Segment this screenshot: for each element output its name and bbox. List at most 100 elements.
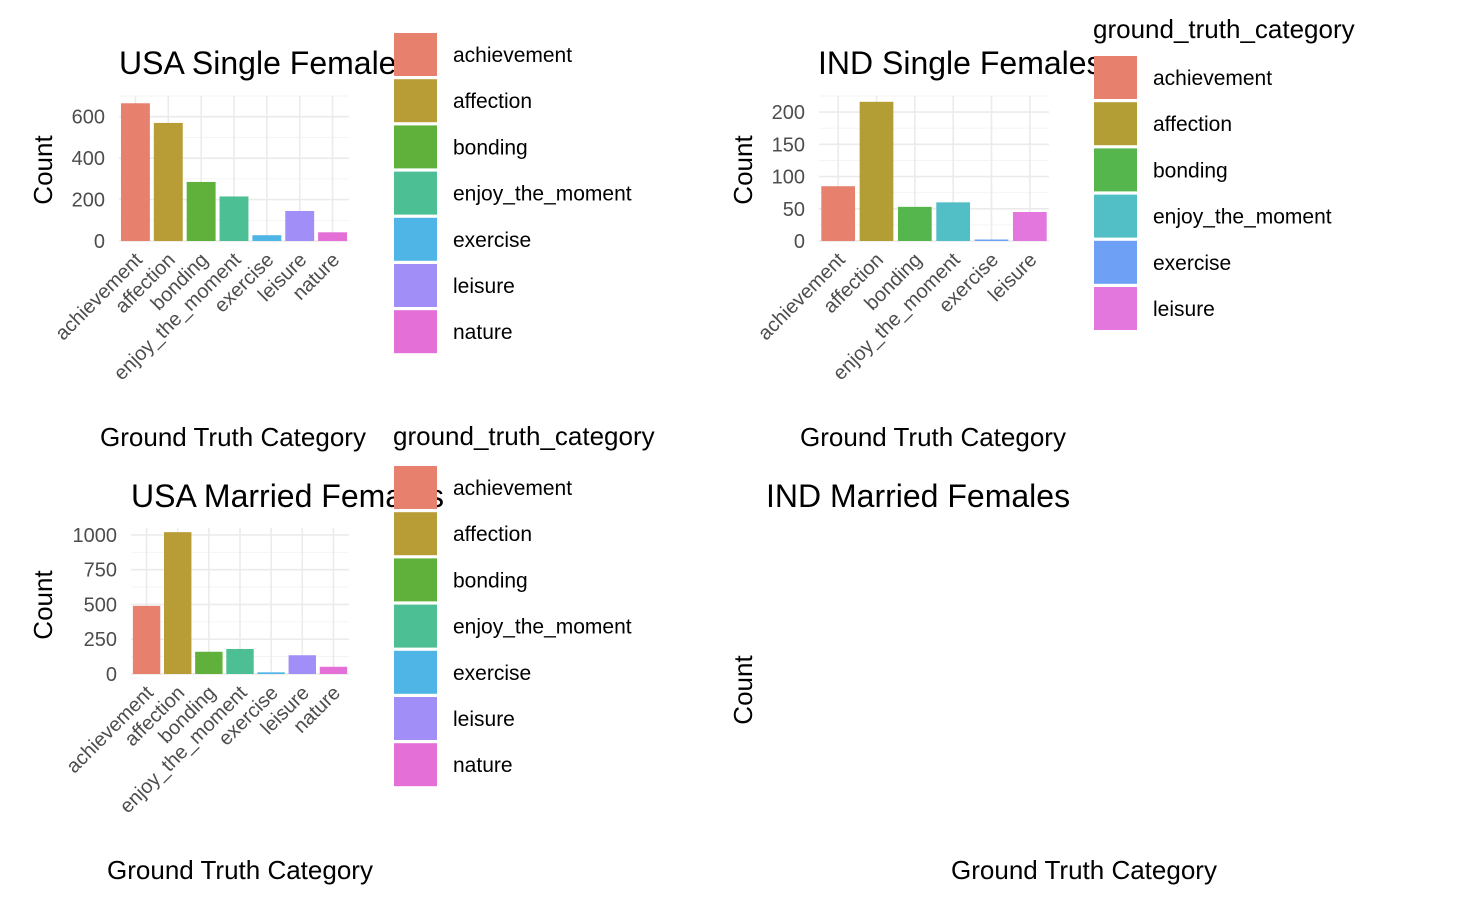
panel-title: IND Married Females xyxy=(766,478,1070,514)
y-tick-label: 100 xyxy=(772,167,805,189)
legend-label: exercise xyxy=(453,229,531,252)
bar-achievement xyxy=(120,103,150,241)
bar-nature xyxy=(319,666,348,674)
y-axis-title: Count xyxy=(728,655,758,725)
legend-title: ground_truth_category xyxy=(1093,14,1355,44)
legend-label: bonding xyxy=(1153,159,1228,182)
legend-key-exercise xyxy=(394,217,437,261)
legend-label: leisure xyxy=(1153,298,1215,321)
bar-enjoy_the_moment xyxy=(226,648,254,674)
bar-achievement xyxy=(132,605,161,674)
legend-key-affection xyxy=(1094,102,1137,146)
y-tick-label: 600 xyxy=(72,107,105,129)
y-tick-label: 0 xyxy=(794,231,805,253)
y-axis-title: Count xyxy=(728,135,758,205)
legend-label: affection xyxy=(453,90,532,113)
legend-label: exercise xyxy=(1153,252,1231,275)
legend-title: ground_truth_category xyxy=(393,421,655,451)
legend-label: exercise xyxy=(453,662,531,685)
y-tick-label: 0 xyxy=(94,231,105,253)
bar-leisure xyxy=(288,655,316,674)
bar-bonding xyxy=(897,206,932,241)
y-tick-labels: 0 50 100 150 200 xyxy=(772,102,805,253)
legend-label: nature xyxy=(453,754,513,777)
y-tick-label: 250 xyxy=(84,629,117,651)
bars xyxy=(132,532,348,674)
y-tick-label: 200 xyxy=(772,102,805,124)
legend-key-leisure xyxy=(1094,287,1137,330)
legend-key-exercise xyxy=(1094,240,1137,284)
legend-usa-married: achievement affection bonding enjoy_the_mom… xyxy=(394,466,632,787)
y-tick-label: 200 xyxy=(72,190,105,212)
legend-key-enjoy_the_moment xyxy=(394,604,437,648)
legend-label: leisure xyxy=(453,708,515,731)
y-axis-title: Count xyxy=(28,570,58,640)
y-tick-label: 1000 xyxy=(73,525,118,547)
y-axis-title: Count xyxy=(28,135,58,205)
legend-key-enjoy_the_moment xyxy=(394,171,437,215)
legend-key-achievement xyxy=(394,466,437,509)
y-tick-label: 500 xyxy=(84,594,117,616)
x-axis-title: Ground Truth Category xyxy=(800,422,1066,452)
legend-key-bonding xyxy=(394,558,437,602)
legend-key-leisure xyxy=(394,264,437,307)
legend-key-achievement xyxy=(1094,56,1137,99)
x-tick-labels: achievementaffectionbondingenjoy_the_mom… xyxy=(754,249,1041,385)
legend-label: leisure xyxy=(453,275,515,298)
bar-affection xyxy=(164,532,192,674)
bar-bonding xyxy=(195,651,223,674)
panel-usa-married-females: USA Married Females Count Ground Truth C… xyxy=(28,478,444,885)
panel-usa-single-females: USA Single Females Count Ground Truth Ca… xyxy=(28,45,412,452)
x-axis-title: Ground Truth Category xyxy=(107,855,373,885)
bar-bonding xyxy=(186,181,216,241)
y-tick-label: 750 xyxy=(84,560,117,582)
y-tick-label: 0 xyxy=(106,664,117,686)
legend-key-affection xyxy=(394,512,437,556)
legend-label: achievement xyxy=(1153,67,1272,90)
legend-label: achievement xyxy=(453,44,572,67)
bar-affection xyxy=(153,122,183,241)
bar-enjoy_the_moment xyxy=(219,196,249,241)
legend-items: achievement affection bonding enjoy_the_mom… xyxy=(1094,56,1332,330)
y-tick-label: 150 xyxy=(772,134,805,156)
panel-title: USA Married Females xyxy=(131,478,444,514)
legend-items: achievement affection bonding enjoy_the_mom… xyxy=(394,33,632,354)
gridlines xyxy=(819,95,1049,242)
bars xyxy=(120,103,348,241)
legend-key-affection xyxy=(394,79,437,123)
legend-label: affection xyxy=(1153,113,1232,136)
x-tick-labels: achievementaffectionbondingenjoy_the_mom… xyxy=(62,682,345,818)
bar-exercise xyxy=(974,239,1009,241)
panel-title: IND Single Females xyxy=(818,45,1103,81)
y-tick-label: 400 xyxy=(72,148,105,170)
legend-label: affection xyxy=(453,523,532,546)
panel-ind-single-females: IND Single Females Count Ground Truth Ca… xyxy=(728,45,1103,452)
y-tick-labels: 0 250 500 750 1000 xyxy=(73,525,118,686)
panel-title: USA Single Females xyxy=(119,45,412,81)
x-axis-title: Ground Truth Category xyxy=(100,422,366,452)
legend-key-nature xyxy=(394,743,437,787)
panel-ind-married-females: IND Married Females Count Ground Truth C… xyxy=(728,478,1217,885)
legend-label: enjoy_the_moment xyxy=(453,183,632,206)
legend-key-leisure xyxy=(394,697,437,740)
bar-leisure xyxy=(285,210,315,241)
legend-items: achievement affection bonding enjoy_the_mom… xyxy=(394,466,632,787)
y-tick-labels: 0 200 400 600 xyxy=(72,107,105,253)
legend-key-enjoy_the_moment xyxy=(1094,194,1137,238)
legend-label: achievement xyxy=(453,477,572,500)
bar-leisure xyxy=(1012,212,1047,241)
y-tick-label: 50 xyxy=(783,199,805,221)
legend-key-exercise xyxy=(394,650,437,694)
bar-exercise xyxy=(252,235,282,241)
legend-label: nature xyxy=(453,321,513,344)
legend-label: enjoy_the_moment xyxy=(1153,206,1332,229)
legend-key-nature xyxy=(394,310,437,354)
legend-ind-single: ground_truth_category achievement affecti… xyxy=(1093,14,1355,330)
legend-key-achievement xyxy=(394,33,437,76)
legend-label: bonding xyxy=(453,569,528,592)
legend-label: bonding xyxy=(453,136,528,159)
bar-achievement xyxy=(821,186,856,241)
bar-enjoy_the_moment xyxy=(936,202,971,241)
x-axis-title: Ground Truth Category xyxy=(951,855,1217,885)
